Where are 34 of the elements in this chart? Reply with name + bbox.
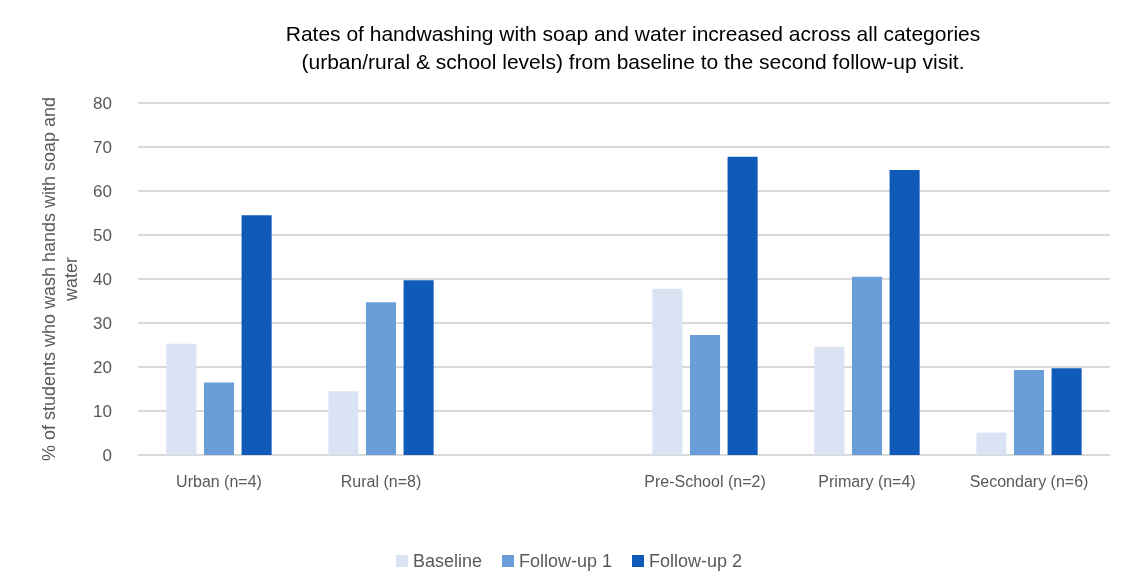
- y-tick-label: 60: [93, 181, 112, 201]
- bar: [403, 280, 434, 455]
- bar: [889, 169, 920, 455]
- bar: [851, 276, 883, 455]
- y-tick-label: 70: [93, 137, 112, 157]
- y-tick-label: 20: [93, 357, 112, 377]
- bar: [241, 215, 272, 455]
- legend-label: Follow-up 1: [518, 551, 613, 571]
- bar: [328, 391, 359, 455]
- bar: [652, 288, 683, 455]
- bar: [976, 432, 1007, 455]
- y-tick-label: 10: [93, 401, 112, 421]
- bar: [203, 382, 235, 455]
- x-tick-label: Urban (n=4): [176, 472, 262, 490]
- y-tick-label: 80: [93, 93, 112, 113]
- y-tick-label: 0: [102, 445, 112, 465]
- bar: [814, 346, 845, 455]
- x-tick-label: Primary (n=4): [818, 472, 916, 490]
- x-tick-label: Pre-School (n=2): [644, 472, 766, 490]
- bar: [1013, 370, 1045, 455]
- legend-label: Baseline: [412, 551, 482, 571]
- x-tick-label: Secondary (n=6): [969, 472, 1089, 490]
- bar: [727, 156, 758, 455]
- bar: [365, 302, 397, 455]
- y-tick-label: 50: [93, 225, 112, 245]
- legend-label: Follow-up 2: [649, 551, 743, 571]
- y-tick-label: 40: [93, 269, 112, 289]
- y-tick-label: 30: [93, 313, 112, 333]
- bar: [689, 334, 721, 455]
- x-tick-label: Rural (n=8): [340, 472, 422, 490]
- bar: [166, 343, 197, 455]
- bar: [1051, 368, 1082, 455]
- chart-title: Rates of handwashing with soap and water increased across all categories (urban/rural & school levels) from baseline to the second follow-up visit.: [285, 21, 981, 73]
- y-axis-title: % of students who wash hands with soap and water: [39, 96, 82, 462]
